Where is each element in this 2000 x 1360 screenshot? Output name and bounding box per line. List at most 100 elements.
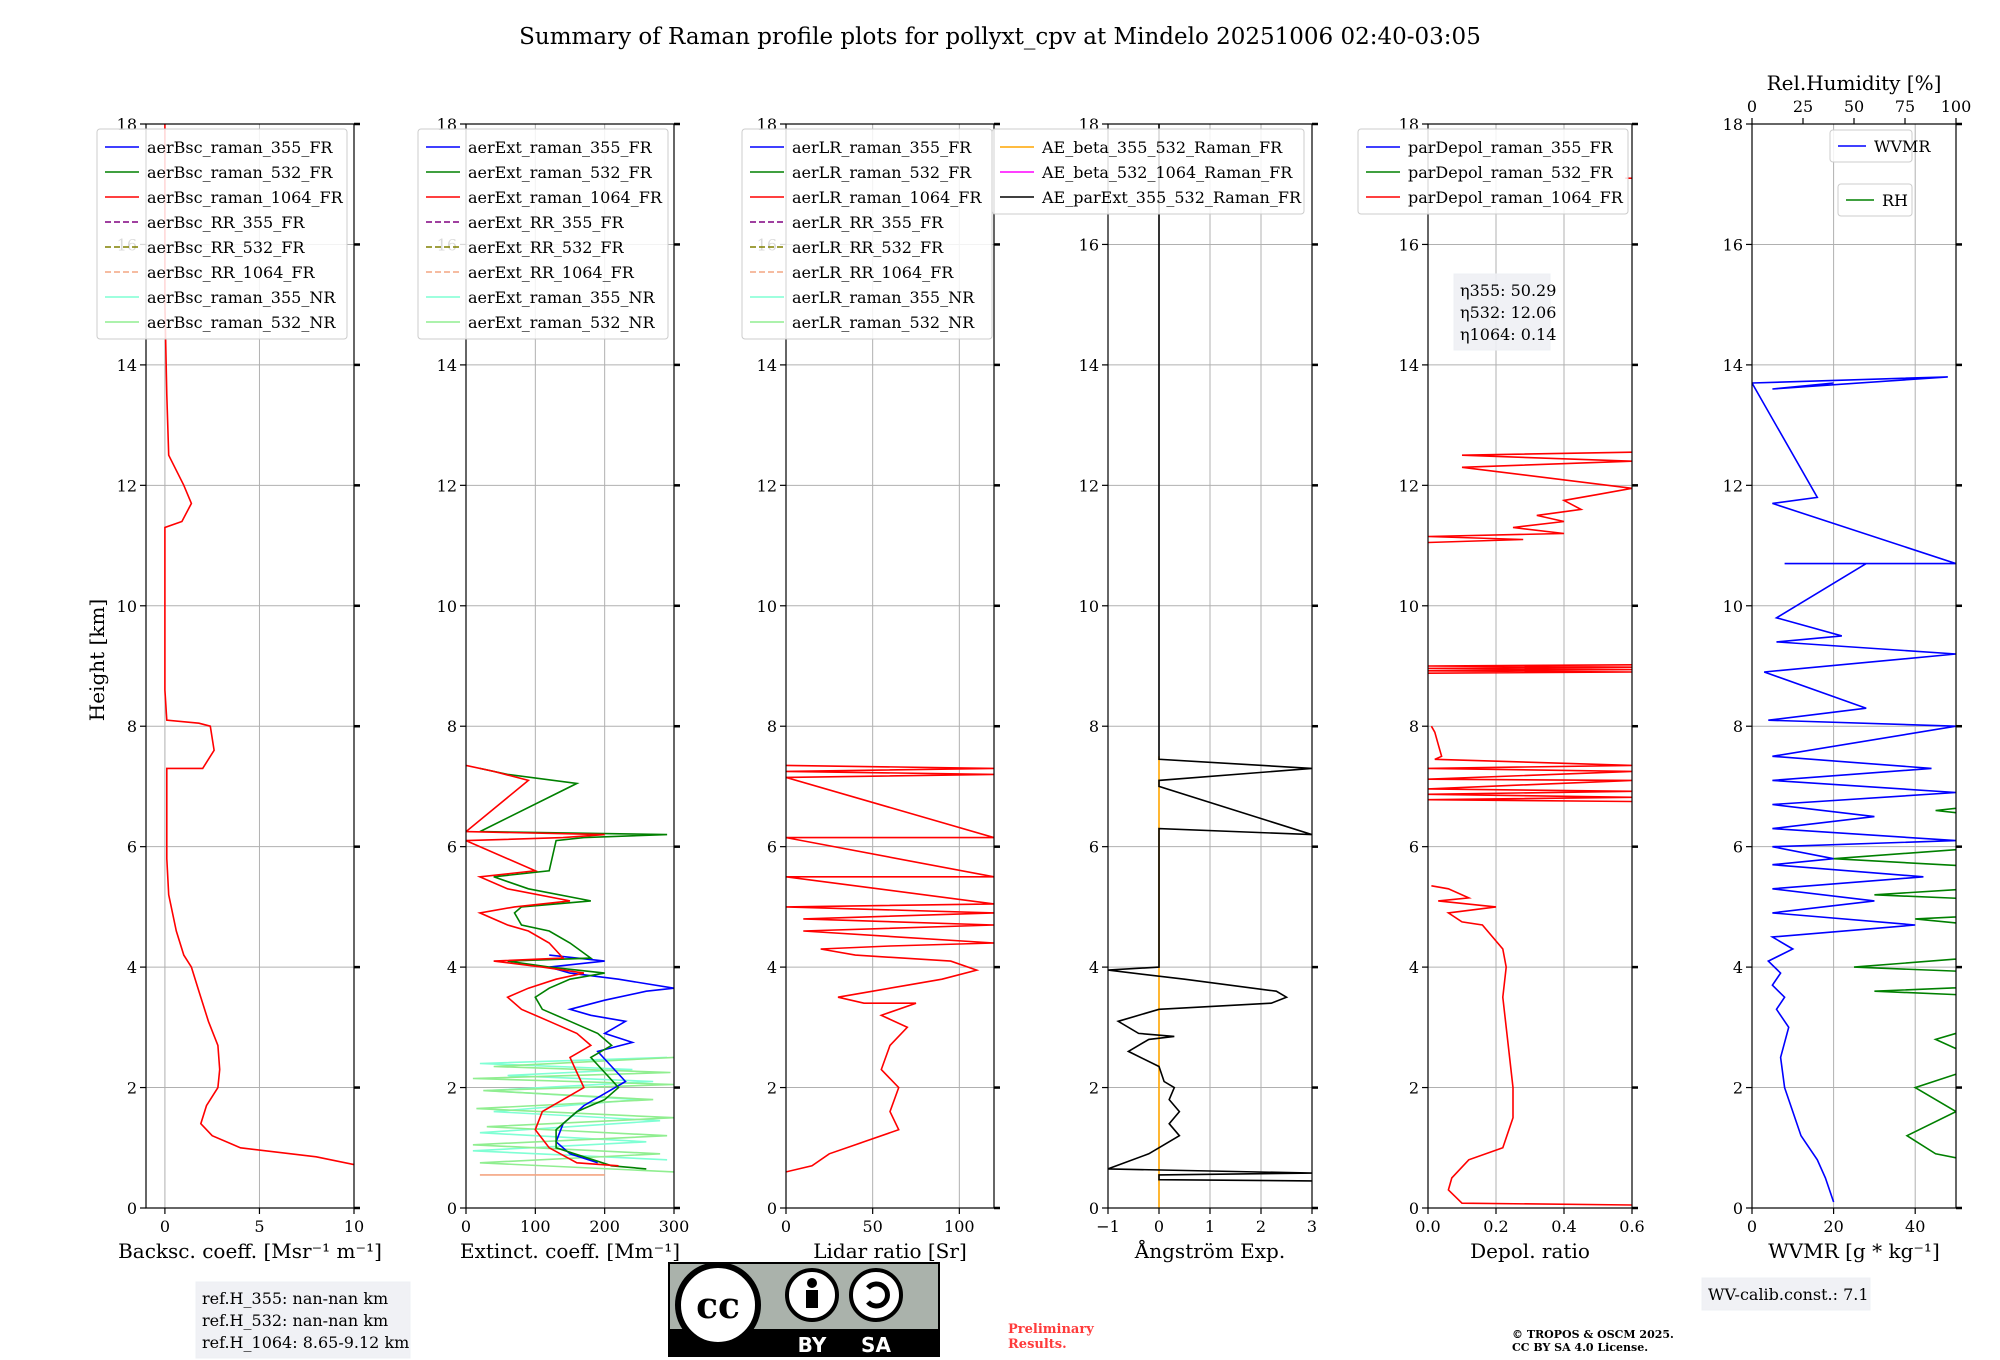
- cc-license-badge: cc BY SA: [668, 1262, 940, 1357]
- cc-letters: cc: [696, 1285, 740, 1327]
- y-tick-label: 2: [1733, 1079, 1743, 1098]
- legend-label: aerBsc_RR_355_FR: [147, 213, 305, 232]
- axes-frame: [465, 123, 675, 1209]
- panel-ext: 0246810121416180100200300Extinct. coeff.…: [417, 115, 690, 1263]
- info-box-depol: η355: 50.29 η532: 12.06 η1064: 0.14: [1453, 273, 1556, 351]
- y-tick-label: 4: [127, 958, 137, 977]
- x-tick-label: 200: [589, 1217, 620, 1236]
- y-tick-label: 12: [1399, 476, 1419, 495]
- badge-sa-label: SA: [861, 1333, 891, 1357]
- info-box-line: η1064: 0.14: [1460, 325, 1556, 344]
- y-tick-label: 12: [1079, 476, 1099, 495]
- y-tick-label: 12: [117, 476, 137, 495]
- y-tick-label: 0: [1733, 1199, 1743, 1218]
- legend-label: aerExt_RR_1064_FR: [468, 263, 635, 282]
- y-tick-label: 8: [1089, 717, 1099, 736]
- panels-group: 0246810121416180510Backsc. coeff. [Msr⁻¹…: [96, 71, 1972, 1359]
- legend-label: aerLR_raman_355_FR: [792, 138, 972, 157]
- legend-label: aerBsc_raman_1064_FR: [147, 188, 344, 207]
- legend-box: [741, 128, 993, 340]
- y-tick-label: 0: [447, 1199, 457, 1218]
- info-box-bg: [1701, 1277, 1871, 1311]
- axes-frame: [145, 123, 355, 1209]
- x-tick-label: 0.0: [1415, 1217, 1440, 1236]
- y-tick-label: 10: [757, 597, 777, 616]
- panel-lr: 024681012141618050100Lidar ratio [Sr]aer…: [741, 115, 1000, 1263]
- legend-box: [1837, 183, 1913, 217]
- y-tick-label: 18: [1723, 115, 1743, 134]
- series-aerBsc_raman_1064_FR: [164, 124, 354, 1166]
- y-tick-label: 8: [767, 717, 777, 736]
- y-tick-label: 4: [1733, 958, 1743, 977]
- panel-bsc: 0246810121416180510Backsc. coeff. [Msr⁻¹…: [96, 115, 411, 1359]
- legend-label: parDepol_raman_1064_FR: [1408, 188, 1624, 207]
- legend-label: aerBsc_raman_532_NR: [147, 313, 336, 332]
- info-box-line: η532: 12.06: [1460, 303, 1556, 322]
- legend-label: aerExt_raman_1064_FR: [468, 188, 663, 207]
- x-tick-label: 40: [1905, 1217, 1925, 1236]
- y-tick-label: 10: [1399, 597, 1419, 616]
- legend-label: aerBsc_RR_532_FR: [147, 238, 305, 257]
- legend-depol: parDepol_raman_355_FR parDepol_raman_532_…: [1357, 128, 1629, 215]
- legend-wv: WVMR RH: [1829, 129, 1931, 217]
- legend-box: [96, 128, 348, 340]
- top-x-axis-label: Rel.Humidity [%]: [1767, 71, 1942, 95]
- y-axis-label: Height [km]: [85, 599, 109, 721]
- x-axis-label: Extinct. coeff. [Mm⁻¹]: [460, 1239, 680, 1263]
- y-tick-label: 8: [127, 717, 137, 736]
- info-box-bsc: ref.H_355: nan-nan km ref.H_532: nan-nan …: [195, 1281, 411, 1359]
- x-tick-label: 300: [659, 1217, 690, 1236]
- y-tick-label: 0: [1409, 1199, 1419, 1218]
- legend-label: aerExt_RR_355_FR: [468, 213, 625, 232]
- x-tick-label: 100: [944, 1217, 975, 1236]
- person-head-icon: [807, 1278, 817, 1288]
- series-parDepol_raman_1064_FR: [1428, 451, 1632, 544]
- copyright-line-2: CC BY SA 4.0 License.: [1512, 1341, 1648, 1354]
- x-axis-label: Lidar ratio [Sr]: [813, 1239, 967, 1263]
- series-group: [164, 124, 354, 1166]
- legend-label: AE_beta_355_532_Raman_FR: [1041, 138, 1283, 157]
- y-tick-label: 0: [127, 1199, 137, 1218]
- top-x-tick-label: 100: [1941, 97, 1972, 116]
- legend-label: aerExt_raman_532_FR: [468, 163, 653, 182]
- y-tick-label: 12: [1723, 476, 1743, 495]
- series-parDepol_raman_1064_FR: [1428, 664, 1632, 674]
- x-axis-label: Backsc. coeff. [Msr⁻¹ m⁻¹]: [118, 1239, 382, 1263]
- y-tick-label: 14: [1399, 356, 1419, 375]
- legend-label: aerLR_raman_532_NR: [792, 313, 975, 332]
- x-tick-label: 0.6: [1619, 1217, 1644, 1236]
- preliminary-line-2: Results.: [1008, 1337, 1067, 1352]
- y-tick-label: 16: [1079, 235, 1099, 254]
- y-tick-label: 14: [1079, 356, 1099, 375]
- series-aerExt_raman_532_FR: [479, 767, 668, 1170]
- legend-label: aerLR_RR_1064_FR: [792, 263, 954, 282]
- info-box-line: ref.H_1064: 8.65-9.12 km: [202, 1333, 409, 1352]
- y-tick-label: 2: [1409, 1079, 1419, 1098]
- legend-label: aerBsc_RR_1064_FR: [147, 263, 316, 282]
- legend-label: aerExt_raman_532_NR: [468, 313, 656, 332]
- y-tick-label: 4: [1089, 958, 1099, 977]
- x-tick-label: 50: [862, 1217, 882, 1236]
- copyright-line-1: © TROPOS & OSCM 2025.: [1512, 1328, 1674, 1341]
- series-group: [786, 764, 994, 1173]
- y-tick-label: 10: [437, 597, 457, 616]
- info-box-wv: WV-calib.const.: 7.1: [1701, 1277, 1871, 1311]
- info-box-bg: [195, 1281, 411, 1359]
- series-aerLR_raman_1064_FR: [786, 764, 994, 1173]
- y-tick-label: 16: [1723, 235, 1743, 254]
- legend-label: aerExt_raman_355_NR: [468, 288, 656, 307]
- x-tick-label: 100: [520, 1217, 551, 1236]
- y-tick-label: 0: [1089, 1199, 1099, 1218]
- legend-label: aerBsc_raman_355_FR: [147, 138, 333, 157]
- y-tick-label: 2: [1089, 1079, 1099, 1098]
- badge-by-label: BY: [798, 1333, 827, 1357]
- x-tick-label: 0: [1747, 1217, 1757, 1236]
- y-tick-label: 10: [1079, 597, 1099, 616]
- y-tick-label: 6: [447, 838, 457, 857]
- y-tick-label: 16: [1399, 235, 1419, 254]
- series-WVMR: [1752, 376, 1956, 1203]
- y-tick-label: 6: [1089, 838, 1099, 857]
- y-tick-label: 6: [1409, 838, 1419, 857]
- preliminary-line-1: Preliminary: [1008, 1322, 1094, 1337]
